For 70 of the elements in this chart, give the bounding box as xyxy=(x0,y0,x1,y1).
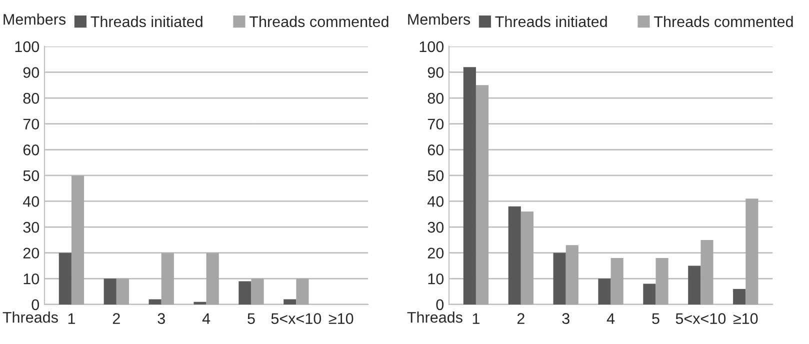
bar xyxy=(598,278,611,304)
bar xyxy=(251,278,264,304)
y-tick-label: 10 xyxy=(428,274,444,284)
bar xyxy=(296,278,309,304)
y-tick-label: 100 xyxy=(15,41,40,52)
y-tick-label: 70 xyxy=(23,118,40,130)
y-tick-label: 80 xyxy=(428,92,444,104)
y-tick-label: 80 xyxy=(23,92,40,104)
x-tick-label: 5<x<10 xyxy=(271,313,322,324)
bar xyxy=(206,252,219,304)
bar xyxy=(700,240,714,304)
x-tick-label: 4 xyxy=(202,313,210,324)
x-tick-label: 2 xyxy=(517,313,524,324)
bar xyxy=(148,299,162,304)
bar xyxy=(553,252,566,304)
y-axis-title: Members xyxy=(4,14,66,25)
y-tick-label: 90 xyxy=(23,67,40,78)
y-tick-label: 60 xyxy=(23,144,40,156)
x-tick-label: 5 xyxy=(248,313,255,324)
bar xyxy=(733,288,746,304)
x-tick-label: 3 xyxy=(158,313,165,324)
bar xyxy=(161,252,174,304)
y-tick-label: 40 xyxy=(22,196,40,207)
legend-label: Threads commented xyxy=(250,16,388,28)
bar xyxy=(656,258,668,304)
bar xyxy=(463,67,476,304)
x-tick-label: 5 xyxy=(652,313,660,324)
y-tick-label: 70 xyxy=(428,118,444,130)
bar xyxy=(71,175,84,304)
x-axis-title: Threads xyxy=(2,312,58,323)
x-tick-label: ≥10 xyxy=(328,313,354,324)
bar xyxy=(688,266,701,304)
bar xyxy=(643,284,656,304)
bar xyxy=(238,281,252,304)
y-tick-label: 0 xyxy=(32,299,40,310)
legend-label: Threads commented xyxy=(654,16,793,28)
x-tick-label: 3 xyxy=(562,313,570,324)
y-tick-label: 40 xyxy=(427,196,444,207)
x-tick-label: 2 xyxy=(112,313,120,324)
x-tick-label: 4 xyxy=(606,313,615,324)
bar xyxy=(746,198,758,304)
x-tick-label: 1 xyxy=(472,313,480,324)
y-tick-label: 20 xyxy=(428,248,444,259)
y-tick-label: 60 xyxy=(428,144,444,156)
x-tick-label: 5<x<10 xyxy=(676,313,726,324)
y-tick-label: 30 xyxy=(23,222,40,233)
bar xyxy=(194,302,206,304)
y-tick-label: 100 xyxy=(420,41,444,52)
bar xyxy=(508,206,521,304)
bar xyxy=(104,278,116,304)
y-tick-label: 50 xyxy=(428,170,444,182)
bar xyxy=(610,258,624,304)
bar xyxy=(566,245,578,304)
legend-label: Threads initiated xyxy=(90,16,202,28)
bar xyxy=(520,212,534,304)
bar xyxy=(284,299,296,304)
bar xyxy=(476,85,489,304)
y-axis-title: Members xyxy=(408,14,470,25)
legend-label: Threads initiated xyxy=(495,16,607,28)
y-tick-label: 50 xyxy=(23,170,40,182)
y-tick-label: 0 xyxy=(436,299,444,310)
bar xyxy=(58,252,72,304)
y-tick-label: 10 xyxy=(24,274,40,284)
bar xyxy=(116,278,129,304)
x-tick-label: ≥10 xyxy=(733,313,758,324)
y-tick-label: 30 xyxy=(428,222,444,233)
y-tick-label: 90 xyxy=(428,67,444,78)
x-axis-title: Threads xyxy=(407,312,462,323)
y-tick-label: 20 xyxy=(23,248,40,259)
x-tick-label: 1 xyxy=(68,313,75,324)
